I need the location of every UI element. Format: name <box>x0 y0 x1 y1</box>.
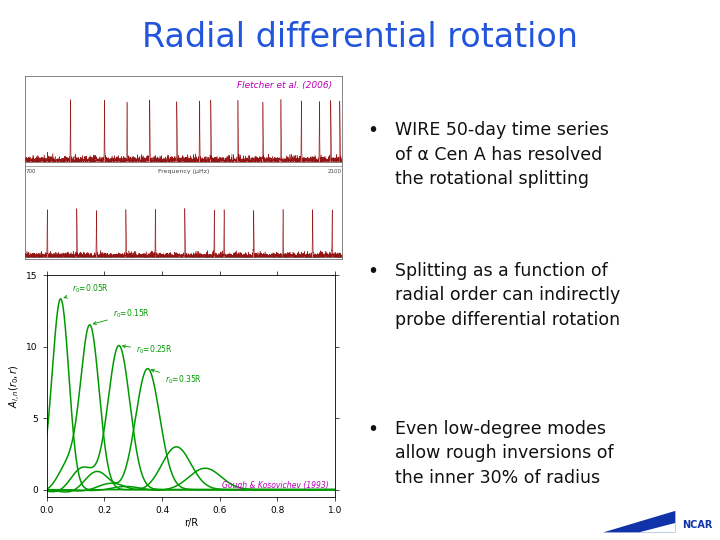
Text: Frequency (µHz): Frequency (µHz) <box>158 169 210 174</box>
Text: 2100: 2100 <box>328 169 342 174</box>
Text: $r_0$=0.35R: $r_0$=0.35R <box>151 369 202 387</box>
Text: •: • <box>367 262 378 281</box>
X-axis label: r/R: r/R <box>184 518 198 528</box>
Text: Radial differential rotation: Radial differential rotation <box>142 21 578 53</box>
Y-axis label: $A_{l,n}(r_0, r)$: $A_{l,n}(r_0, r)$ <box>9 364 24 408</box>
Text: $r_0$=0.15R: $r_0$=0.15R <box>94 307 150 325</box>
Text: Splitting as a function of
radial order can indirectly
probe differential rotati: Splitting as a function of radial order … <box>395 262 621 329</box>
Text: •: • <box>367 420 378 439</box>
Text: Fletcher et al. (2006): Fletcher et al. (2006) <box>238 81 333 90</box>
Text: Gough & Kosovichev (1993): Gough & Kosovichev (1993) <box>222 481 329 490</box>
Text: Even low-degree modes
allow rough inversions of
the inner 30% of radius: Even low-degree modes allow rough invers… <box>395 420 614 487</box>
Text: 700: 700 <box>25 169 36 174</box>
Text: NCAR: NCAR <box>682 520 712 530</box>
Text: WIRE 50-day time series
of α Cen A has resolved
the rotational splitting: WIRE 50-day time series of α Cen A has r… <box>395 122 609 188</box>
Text: •: • <box>367 122 378 140</box>
Polygon shape <box>639 523 675 532</box>
Polygon shape <box>603 511 675 532</box>
Text: $r_0$=0.25R: $r_0$=0.25R <box>122 343 173 356</box>
Text: $r_0$=0.05R: $r_0$=0.05R <box>64 283 109 298</box>
